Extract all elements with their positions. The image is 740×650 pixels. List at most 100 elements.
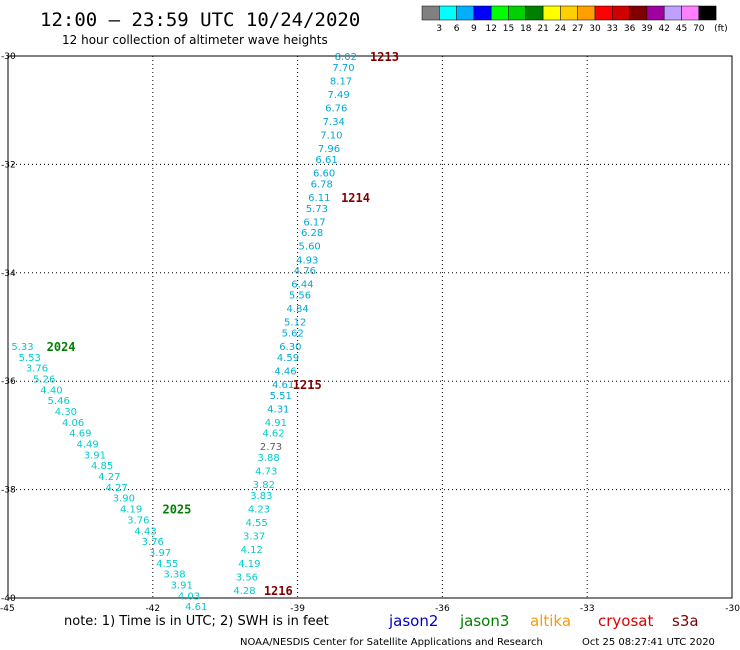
swh-value: 2.73 <box>260 442 282 453</box>
colorbar-label: 42 <box>658 24 669 34</box>
y-tick-labels: -30 -32 -34 -36 -38 -40 <box>1 52 16 604</box>
swh-value: 6.78 <box>311 179 333 190</box>
swh-value: 4.06 <box>62 418 84 429</box>
swh-value: 6.30 <box>279 342 301 353</box>
swh-value: 4.28 <box>233 586 255 597</box>
swh-value: 4.46 <box>274 366 296 377</box>
y-tick-label: -30 <box>1 52 16 62</box>
swh-values: 8.027.70 8.17 7.49 6.76 7.34 7.10 7.966.61 6.60… <box>11 52 357 613</box>
colorbar-label: 45 <box>676 24 687 34</box>
swh-value: 4.30 <box>55 407 77 418</box>
swh-value: 3.97 <box>149 548 171 559</box>
colorbar-label: 18 <box>520 24 532 34</box>
colorbar-swatch <box>646 5 665 21</box>
colorbar-swatch <box>698 5 717 21</box>
x-tick-label: -33 <box>580 604 595 614</box>
colorbar-label: 12 <box>485 24 496 34</box>
colorbar-swatch <box>421 5 440 21</box>
swh-value: 3.56 <box>236 572 258 583</box>
swh-value: 4.19 <box>120 505 142 516</box>
satellite-legend-altika: altika <box>530 612 571 630</box>
satellite-legend-jason2: jason2 <box>388 612 438 630</box>
swh-value: 6.44 <box>291 280 313 291</box>
satellite-legend-jason3: jason3 <box>459 612 509 630</box>
y-tick-label: -40 <box>1 594 16 604</box>
swh-value: 4.76 <box>294 266 316 277</box>
swh-value: 5.33 <box>11 342 33 353</box>
swh-value: 4.27 <box>105 483 127 494</box>
swh-value: 6.28 <box>301 228 323 239</box>
swh-value: 8.17 <box>330 76 352 87</box>
satellite-legend: jason2 jason3 altika cryosat s3a <box>388 612 699 630</box>
swh-value: 4.61 <box>272 380 294 391</box>
swh-value: 5.56 <box>289 290 311 301</box>
swh-value: 5.62 <box>282 328 304 339</box>
swh-value: 8.02 <box>335 52 357 63</box>
swh-value: 4.61 <box>185 602 207 613</box>
colorbar-label: 36 <box>624 24 636 34</box>
colorbar-swatch <box>525 5 544 21</box>
time-label: 2025 <box>162 503 191 517</box>
swh-value: 4.62 <box>262 429 284 440</box>
colorbar-label: 27 <box>572 24 583 34</box>
swh-value: 4.91 <box>265 418 287 429</box>
swh-value: 4.40 <box>40 385 62 396</box>
swh-value: 4.19 <box>238 559 260 570</box>
footer-credit: NOAA/NESDIS Center for Satellite Applica… <box>240 637 543 648</box>
swh-value: 3.82 <box>253 480 275 491</box>
y-tick-label: -38 <box>1 486 16 496</box>
colorbar-swatch <box>490 5 509 21</box>
colorbar-label: 6 <box>454 24 460 34</box>
swh-value: 4.12 <box>241 545 263 556</box>
swh-value: 4.55 <box>156 559 178 570</box>
swh-value: 5.51 <box>270 391 292 402</box>
swh-value: 3.90 <box>113 494 135 505</box>
swh-value: 4.43 <box>134 526 156 537</box>
time-label: 1215 <box>293 378 322 392</box>
colorbar-label: 30 <box>589 24 601 34</box>
satellite-legend-s3a: s3a <box>672 612 699 630</box>
chart-subtitle: 12 hour collection of altimeter wave hei… <box>62 33 328 47</box>
time-label: 2024 <box>47 340 76 354</box>
swh-value: 3.37 <box>243 532 265 543</box>
chart-title: 12:00 – 23:59 UTC 10/24/2020 <box>40 9 360 31</box>
swh-value: 3.38 <box>163 570 185 581</box>
colorbar-swatch <box>663 5 682 21</box>
plot-frame <box>7 55 733 599</box>
colorbar-swatch <box>629 5 648 21</box>
colorbar-swatch <box>473 5 492 21</box>
swh-value: 4.73 <box>255 467 277 478</box>
swh-value: 6.61 <box>315 155 337 166</box>
swh-value: 3.76 <box>26 364 48 375</box>
footer-timestamp: Oct 25 08:27:41 UTC 2020 <box>582 637 715 648</box>
swh-value: 4.03 <box>178 591 200 602</box>
swh-value: 3.83 <box>250 491 272 502</box>
swh-value: 5.60 <box>299 242 321 253</box>
x-tick-label: -36 <box>435 604 450 614</box>
colorbar-swatch <box>439 5 457 21</box>
colorbar-legend: 3 6 9 12 15 18 21 24 27 30 33 36 39 42 45 70 (ft) <box>421 5 728 34</box>
swh-value: 4.23 <box>248 505 270 516</box>
colorbar-swatch <box>577 5 596 21</box>
x-tick-labels: -45 -42 -39 -36 -33 -30 <box>0 604 740 614</box>
colorbar-label: 24 <box>555 24 567 34</box>
colorbar-swatch <box>508 5 527 21</box>
x-tick-label: -45 <box>0 604 15 614</box>
swh-value: 4.93 <box>296 255 318 266</box>
swh-value: 7.96 <box>318 144 340 155</box>
x-tick-label: -42 <box>145 604 160 614</box>
swh-value: 3.88 <box>258 453 280 464</box>
swh-value: 3.76 <box>127 515 149 526</box>
swh-value: 3.91 <box>171 580 193 591</box>
swh-value: 4.59 <box>277 353 299 364</box>
swh-value: 7.49 <box>327 90 349 101</box>
swh-value: 6.11 <box>308 193 330 204</box>
colorbar-swatch <box>542 5 561 21</box>
x-tick-label: -39 <box>290 604 305 614</box>
plot-area: -45 -42 -39 -36 -33 -30 -30 -32 -34 -36 -38 -40 8.… <box>0 50 740 614</box>
colorbar-label: 39 <box>641 24 653 34</box>
y-tick-label: -32 <box>1 160 16 170</box>
swh-value: 4.27 <box>98 472 120 483</box>
footer-note: note: 1) Time is in UTC; 2) SWH is in fe… <box>64 614 329 629</box>
